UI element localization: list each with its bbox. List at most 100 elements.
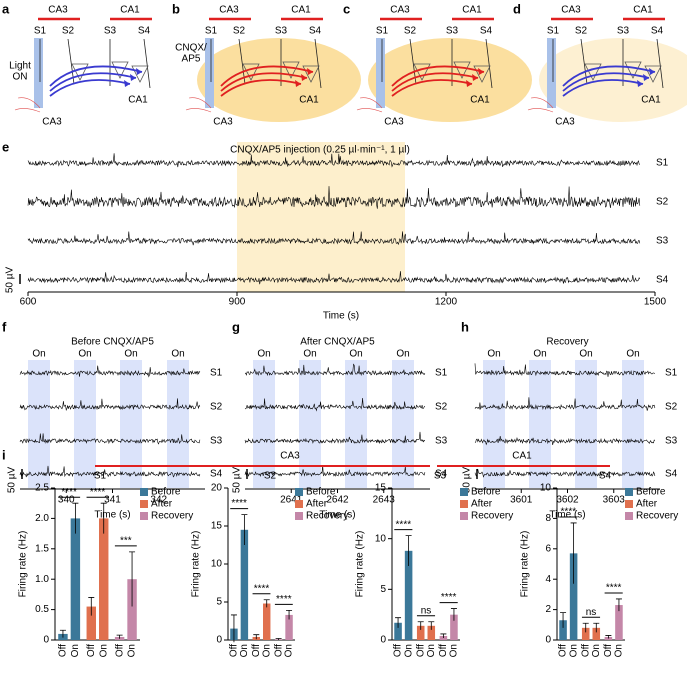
- x-axis-title: Time (s): [94, 510, 130, 521]
- y-tick-label: 10: [375, 533, 387, 544]
- on-label: On: [487, 349, 500, 360]
- neuron: [302, 65, 320, 83]
- site-label: S2: [264, 471, 277, 482]
- on-label: On: [396, 349, 409, 360]
- on-label: On: [303, 349, 316, 360]
- projection-arrow: [220, 79, 302, 97]
- x-tick-label: 2643: [373, 495, 396, 506]
- bar: [615, 605, 623, 640]
- y-tick-label: 15: [375, 483, 387, 494]
- region-header: CA1: [512, 451, 532, 462]
- on-label: On: [533, 349, 546, 360]
- trace: [19, 433, 201, 445]
- x-tick-label: 3603: [603, 495, 626, 506]
- electrode: [67, 38, 75, 85]
- site-label: S3: [275, 26, 288, 37]
- electrode: [143, 38, 151, 89]
- trace: [244, 464, 426, 478]
- arrow-head: [307, 68, 313, 75]
- projection-arrow: [562, 65, 656, 87]
- bar: [404, 550, 413, 640]
- category-label: Off: [393, 644, 404, 657]
- site-label: S4: [599, 471, 612, 482]
- projection-arrow: [391, 72, 479, 92]
- panel-label: d: [513, 1, 521, 16]
- site-label: S4: [651, 26, 664, 37]
- category-label: Off: [273, 644, 284, 657]
- error-bar: [450, 608, 457, 621]
- x-tick-label: 2641: [280, 495, 303, 506]
- y-tick-label: 0: [216, 635, 222, 646]
- ca1-label: CA1: [128, 95, 148, 106]
- legend-label: Recovery: [636, 511, 678, 522]
- diagram-note: AP5: [182, 54, 201, 65]
- light-on: [299, 360, 321, 488]
- legend-swatch: [295, 500, 303, 508]
- electrode: [656, 38, 664, 89]
- panel-label: a: [2, 1, 10, 16]
- arrow-head: [295, 80, 301, 87]
- site-label: S1: [665, 368, 678, 379]
- site-label: S4: [480, 26, 493, 37]
- significance-label: ****: [276, 594, 292, 605]
- trace: [474, 468, 656, 478]
- arrow-head: [466, 80, 472, 87]
- neuron: [71, 63, 89, 81]
- site-label: S3: [210, 436, 223, 447]
- y-axis-title: Firing rate (Hz): [18, 531, 29, 598]
- x-tick-label: 341: [104, 495, 121, 506]
- bar: [427, 625, 436, 640]
- injection-label: CNQX/AP5 injection (0.25 µl·min⁻¹, 1 µl): [230, 145, 410, 156]
- diagram-note: Light: [9, 61, 31, 72]
- trace: [19, 465, 201, 478]
- panel-label: c: [343, 1, 350, 16]
- legend-swatch: [140, 488, 148, 496]
- y-tick-label: 2: [545, 604, 551, 615]
- error-bar: [100, 502, 107, 534]
- error-bar: [241, 514, 248, 545]
- bar: [86, 606, 96, 640]
- site-label: S1: [435, 368, 448, 379]
- arrow-head: [130, 74, 136, 81]
- site-label: S1: [376, 26, 389, 37]
- projection-arrow: [220, 72, 308, 92]
- error-bar: [395, 617, 402, 628]
- category-label: On: [426, 644, 437, 657]
- error-bar: [560, 612, 567, 628]
- panel-label: b: [172, 1, 180, 16]
- scale-label: 50 µV: [7, 467, 18, 494]
- ca1-label: CA1: [641, 95, 661, 106]
- bar: [592, 627, 601, 640]
- on-label: On: [32, 349, 45, 360]
- arrow-head: [649, 68, 655, 75]
- legend-label: After: [306, 499, 328, 510]
- site-label: S2: [404, 26, 417, 37]
- error-bar: [428, 621, 435, 630]
- legend-label: After: [151, 499, 173, 510]
- category-label: Off: [438, 644, 449, 657]
- ca3-neuron: [185, 97, 212, 113]
- light-on: [575, 360, 597, 488]
- legend-label: Before: [151, 487, 181, 498]
- electrode: [485, 38, 493, 89]
- light-on: [28, 360, 50, 488]
- trace: [474, 435, 656, 446]
- x-axis-title: Time (s): [549, 510, 585, 521]
- error-bar: [72, 502, 79, 534]
- region-header: CA3: [280, 451, 300, 462]
- panel-label: g: [232, 319, 240, 334]
- site-label: S3: [665, 436, 678, 447]
- y-tick-label: 4: [545, 574, 551, 585]
- site-label: S3: [435, 436, 448, 447]
- region-header: CA1: [462, 5, 482, 16]
- x-tick-label: 2642: [326, 495, 349, 506]
- ca3-neuron: [356, 97, 383, 113]
- site-label: S3: [656, 236, 669, 247]
- region-header: CA1: [291, 5, 311, 16]
- trace: [245, 363, 426, 377]
- trace: [474, 363, 655, 377]
- y-tick-label: 6: [545, 543, 551, 554]
- category-label: On: [449, 644, 460, 657]
- on-label: On: [626, 349, 639, 360]
- category-label: Off: [603, 644, 614, 657]
